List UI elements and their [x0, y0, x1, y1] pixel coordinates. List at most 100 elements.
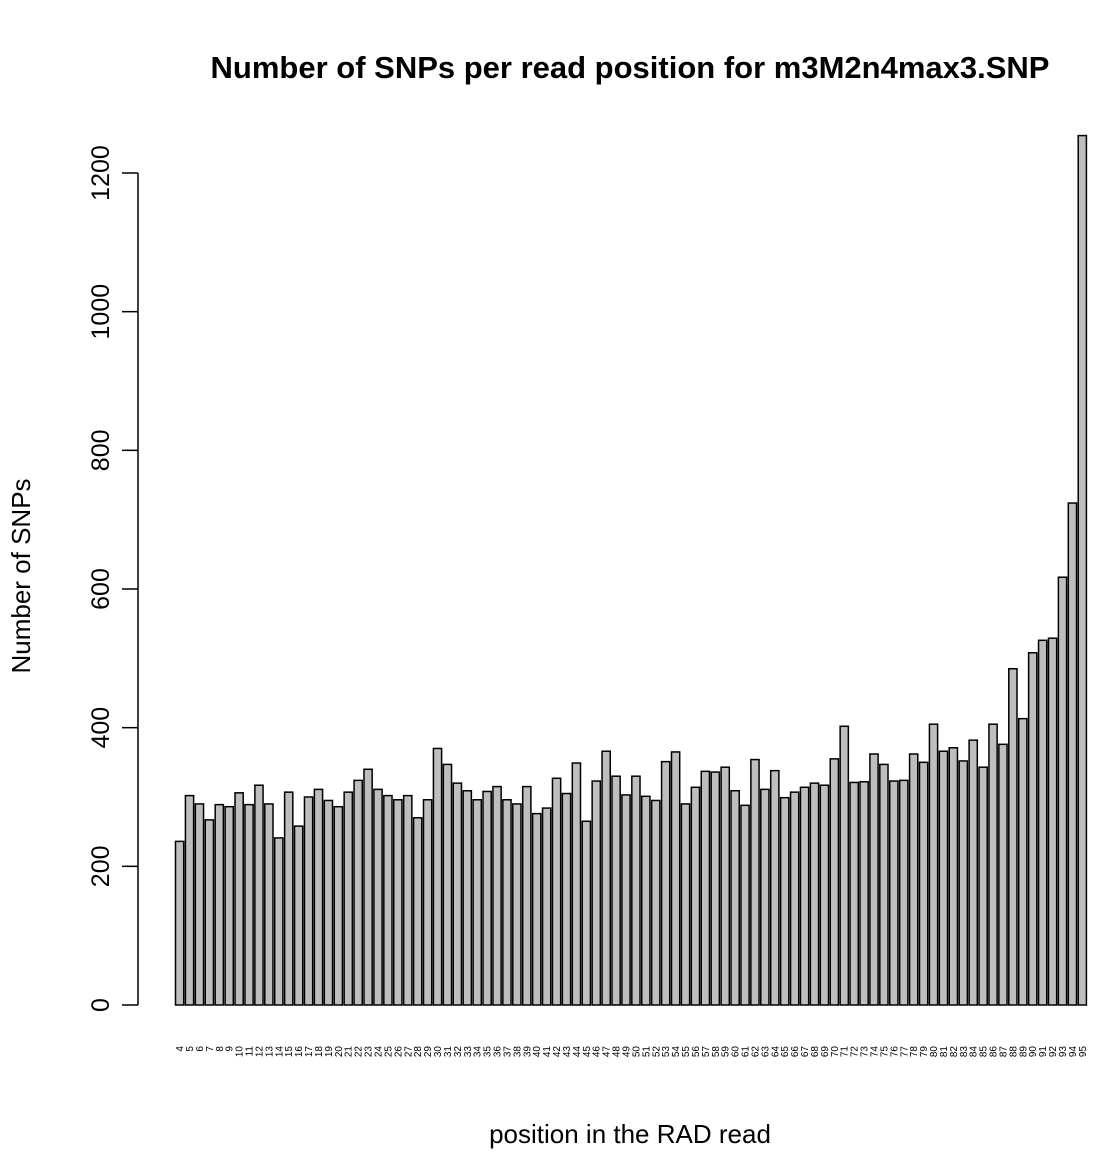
bar-position-47	[601, 750, 612, 1006]
bar-position-49	[621, 794, 631, 1006]
bar-position-37	[502, 799, 512, 1006]
x-tick-label: 73	[860, 1046, 871, 1058]
x-tick-label: 25	[383, 1046, 394, 1058]
x-tick-label: 23	[364, 1046, 375, 1058]
x-tick-label: 28	[413, 1046, 424, 1058]
bar-position-90	[1027, 652, 1038, 1006]
bar-position-78	[908, 753, 919, 1006]
x-tick-label: 78	[909, 1046, 920, 1058]
bar-position-59	[720, 766, 731, 1006]
x-tick-label: 49	[622, 1046, 633, 1058]
bar-position-74	[869, 753, 879, 1006]
x-tick-label: 31	[443, 1046, 454, 1058]
x-tick-label: 72	[850, 1046, 861, 1058]
bar-position-19	[323, 799, 334, 1006]
x-tick-label: 21	[344, 1046, 355, 1058]
x-tick-label: 86	[989, 1046, 1000, 1058]
bar-position-95	[1077, 134, 1088, 1006]
bar-position-12	[254, 784, 264, 1006]
y-tick-label: 800	[87, 429, 115, 471]
x-tick-label: 77	[899, 1046, 910, 1058]
x-tick-label: 16	[294, 1046, 305, 1058]
x-tick-label: 90	[1028, 1046, 1039, 1058]
bar-position-33	[462, 790, 473, 1006]
x-tick-label: 75	[879, 1046, 890, 1058]
x-tick-label: 56	[691, 1046, 702, 1058]
bar-position-23	[363, 768, 373, 1006]
bar-position-93	[1057, 576, 1068, 1006]
bar-position-68	[809, 782, 820, 1006]
bar-position-67	[799, 786, 810, 1006]
bar-position-38	[512, 803, 522, 1006]
x-axis-label: position in the RAD read	[489, 1119, 771, 1149]
bar-position-80	[928, 723, 939, 1006]
bar-position-82	[948, 747, 959, 1006]
x-tick-label: 35	[483, 1046, 494, 1058]
bar-position-72	[849, 781, 860, 1006]
bar-position-54	[670, 751, 681, 1006]
bar-position-62	[750, 758, 760, 1006]
bar-position-29	[422, 799, 433, 1006]
x-tick-label: 32	[453, 1046, 464, 1058]
x-tick-label: 9	[225, 1046, 236, 1052]
x-tick-label: 80	[929, 1046, 940, 1058]
x-tick-label: 61	[741, 1046, 752, 1058]
bar-position-39	[521, 785, 532, 1006]
x-tick-label: 66	[790, 1046, 801, 1058]
bar-position-69	[819, 784, 830, 1006]
x-tick-label: 5	[185, 1046, 196, 1052]
bar-position-51	[640, 795, 651, 1006]
bar-position-32	[452, 782, 463, 1006]
x-tick-label: 87	[998, 1046, 1009, 1058]
bar-position-50	[631, 775, 641, 1006]
bar-position-89	[1017, 717, 1028, 1006]
bar-position-9	[224, 805, 235, 1006]
x-tick-label: 55	[681, 1046, 692, 1058]
x-tick-label: 12	[254, 1046, 265, 1058]
bar-position-24	[373, 788, 383, 1006]
x-tick-label: 76	[889, 1046, 900, 1058]
y-tick-label: 1000	[87, 284, 115, 340]
bar-position-27	[402, 794, 413, 1006]
x-tick-label: 19	[324, 1046, 335, 1058]
x-tick-label: 53	[661, 1046, 672, 1058]
bar-position-66	[789, 791, 800, 1006]
bar-position-13	[264, 803, 274, 1006]
x-tick-label: 6	[195, 1046, 206, 1052]
bar-position-48	[611, 775, 621, 1006]
bar-position-18	[313, 788, 324, 1006]
x-tick-label: 89	[1018, 1046, 1029, 1058]
bar-position-77	[898, 779, 909, 1006]
x-tick-label: 85	[979, 1046, 990, 1058]
bar-position-43	[561, 792, 572, 1006]
bar-position-81	[938, 750, 949, 1006]
x-tick-label: 36	[493, 1046, 504, 1058]
x-tick-label: 20	[334, 1046, 345, 1058]
bar-position-26	[392, 799, 403, 1006]
x-tick-label: 93	[1058, 1046, 1069, 1058]
bar-position-92	[1047, 637, 1058, 1006]
bar-position-84	[968, 739, 979, 1006]
x-tick-label: 52	[651, 1046, 662, 1058]
x-tick-label: 33	[463, 1046, 474, 1058]
bar-position-11	[244, 803, 254, 1006]
x-tick-label: 42	[552, 1046, 563, 1058]
bar-position-31	[442, 763, 453, 1006]
bar-position-61	[740, 804, 750, 1006]
x-tick-label: 64	[770, 1046, 781, 1058]
x-tick-label: 44	[572, 1046, 583, 1058]
x-tick-label: 57	[701, 1046, 712, 1058]
x-tick-label: 62	[750, 1046, 761, 1058]
bar-position-56	[690, 786, 701, 1006]
bar-position-8	[214, 803, 225, 1006]
x-tick-label: 26	[393, 1046, 404, 1058]
bar-position-45	[581, 820, 592, 1006]
x-tick-label: 59	[721, 1046, 732, 1058]
x-tick-label: 11	[245, 1046, 256, 1057]
bar-position-6	[194, 803, 205, 1006]
x-tick-label: 95	[1078, 1046, 1089, 1058]
bar-position-7	[204, 819, 215, 1006]
x-tick-label: 30	[433, 1046, 444, 1058]
bar-position-94	[1067, 502, 1078, 1006]
